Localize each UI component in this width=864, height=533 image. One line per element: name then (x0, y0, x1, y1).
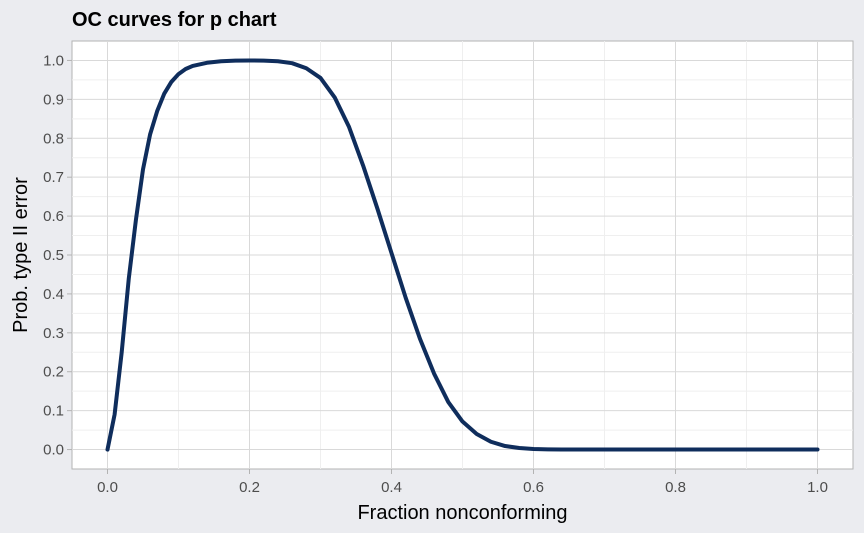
x-tick-label: 0.0 (97, 479, 118, 496)
y-tick-label: 0.9 (43, 91, 64, 108)
y-tick-label: 0.6 (43, 208, 64, 225)
series-layer (105, 58, 820, 452)
axis-ticks (67, 59, 818, 474)
y-tick-label: 0.3 (43, 325, 64, 342)
y-tick-label: 0.1 (43, 403, 64, 420)
x-tick-label: 1.0 (807, 479, 828, 496)
x-tick-label: 0.4 (381, 479, 402, 496)
y-tick-label: 0.8 (43, 130, 64, 147)
x-tick-label: 0.6 (523, 479, 544, 496)
x-axis-title: Fraction nonconforming (357, 502, 567, 524)
x-tick-label: 0.2 (239, 479, 260, 496)
y-tick-label: 0.2 (43, 364, 64, 381)
y-tick-label: 0.5 (43, 247, 64, 264)
chart-title: OC curves for p chart (72, 9, 277, 31)
x-tick-labels: 0.0 0.2 0.4 0.6 0.8 1.0 (97, 479, 828, 496)
minor-gridlines (72, 41, 853, 469)
y-axis-title: Prob. type II error (10, 177, 32, 333)
x-tick-label: 0.8 (665, 479, 686, 496)
y-tick-labels: 0.0 0.1 0.2 0.3 0.4 0.5 0.6 0.7 0.8 0.9 1.0 (43, 52, 64, 458)
y-tick-label: 0.7 (43, 169, 64, 186)
y-tick-label: 0.0 (43, 442, 64, 459)
y-tick-label: 0.4 (43, 286, 64, 303)
y-tick-label: 1.0 (43, 52, 64, 69)
oc-curve-line (105, 58, 820, 452)
